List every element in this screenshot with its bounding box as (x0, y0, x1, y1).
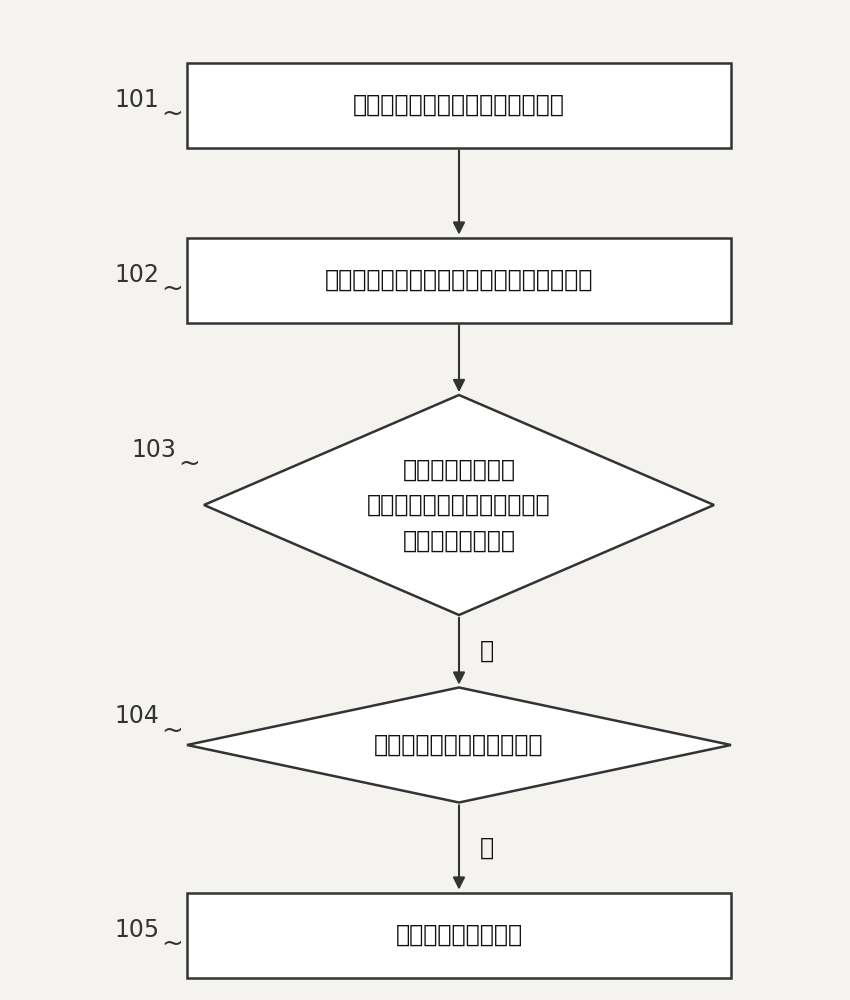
Text: ~: ~ (162, 276, 184, 302)
Text: 103: 103 (132, 438, 177, 462)
Text: ~: ~ (162, 101, 184, 127)
FancyBboxPatch shape (187, 237, 731, 322)
Text: 将当前风档提高一档: 将当前风档提高一档 (395, 923, 523, 947)
Text: 否: 否 (480, 836, 495, 859)
Text: ~: ~ (162, 931, 184, 957)
FancyBboxPatch shape (187, 892, 731, 978)
Text: 获取空调器中表征过滤部件堵塞程度的参数: 获取空调器中表征过滤部件堵塞程度的参数 (325, 268, 593, 292)
Text: 判断当前风档是否最高风档: 判断当前风档是否最高风档 (374, 733, 544, 757)
Text: 判断表征过滤部件
堵塞程度的参数是否超过当前
风档下允许的阈值: 判断表征过滤部件 堵塞程度的参数是否超过当前 风档下允许的阈值 (367, 458, 551, 552)
Text: ~: ~ (162, 717, 184, 743)
Polygon shape (204, 395, 714, 615)
Polygon shape (187, 688, 731, 802)
Text: 101: 101 (115, 88, 160, 112)
Text: 104: 104 (115, 704, 160, 728)
Text: 102: 102 (115, 263, 160, 287)
Text: ~: ~ (178, 451, 201, 477)
Text: 是: 是 (480, 639, 495, 663)
Text: 获取空调器中风机工作的当前风档: 获取空调器中风机工作的当前风档 (353, 93, 565, 117)
FancyBboxPatch shape (187, 62, 731, 147)
Text: 105: 105 (115, 918, 160, 942)
